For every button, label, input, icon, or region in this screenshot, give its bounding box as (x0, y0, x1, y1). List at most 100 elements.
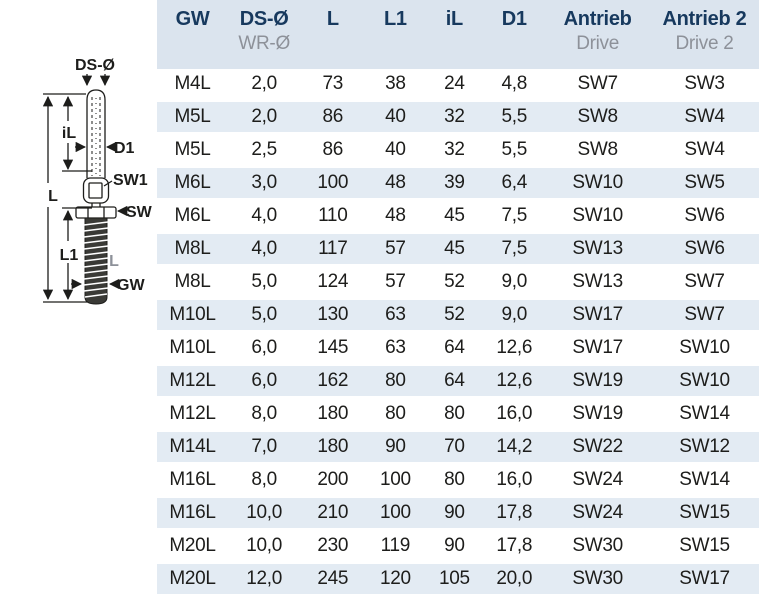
table-cell: 3,0 (228, 166, 301, 201)
table-row: M5L 2,0 86 40 32 5,5 SW8 SW4 (157, 100, 759, 135)
dim-label-l-overall: L (48, 188, 58, 205)
table-cell: 2,0 (228, 69, 301, 102)
table-cell: SW7 (545, 69, 650, 102)
table-cell: SW8 (545, 100, 650, 135)
table-cell: 80 (425, 463, 484, 498)
table-row: M8L 4,0 117 57 45 7,5 SW13 SW6 (157, 232, 759, 267)
swage-stud-diagram: DS-Ø iL D1 SW1 L SW L1 L GW (42, 57, 153, 305)
table-cell: SW14 (649, 463, 759, 498)
table-cell: 63 (365, 298, 426, 333)
table-cell: M5L (157, 100, 229, 135)
table-cell: 10,0 (228, 529, 301, 564)
column-label: L (326, 8, 339, 30)
table-cell: M20L (157, 529, 229, 564)
table-cell: 80 (425, 397, 484, 432)
table-cell: 17,8 (483, 529, 546, 564)
dim-label-sw1: SW1 (113, 172, 148, 189)
table-cell: 17,8 (483, 496, 546, 531)
table-cell: 12,6 (483, 331, 546, 366)
table-cell: SW7 (649, 298, 759, 333)
table-cell: 48 (365, 166, 426, 201)
table-row: M20L 12,0 245 120 105 20,0 SW30 SW17 (157, 562, 759, 597)
table-cell: M14L (157, 430, 229, 465)
table-cell: 7,5 (483, 232, 546, 267)
table-row: M16L 10,0 210 100 90 17,8 SW24 SW15 (157, 496, 759, 531)
table-cell: SW4 (649, 133, 759, 168)
table-row: M20L 10,0 230 119 90 17,8 SW30 SW15 (157, 529, 759, 564)
table-cell: SW4 (649, 100, 759, 135)
wrench-flat-square (88, 182, 103, 199)
table-cell: 20,0 (483, 562, 546, 597)
table-cell: 90 (425, 496, 484, 531)
table-cell: 162 (300, 364, 366, 399)
table-cell: SW6 (649, 199, 759, 234)
table-cell: SW15 (649, 496, 759, 531)
table-cell: SW13 (545, 265, 650, 300)
table-cell: M12L (157, 364, 229, 399)
table-row: M16L 8,0 200 100 80 16,0 SW24 SW14 (157, 463, 759, 498)
table-cell: 32 (425, 133, 484, 168)
table-cell: SW15 (649, 529, 759, 564)
table-row: M6L 4,0 110 48 45 7,5 SW10 SW6 (157, 199, 759, 234)
technical-drawing: DS-Ø iL D1 SW1 L SW L1 L GW (0, 0, 157, 594)
table-cell: 86 (300, 100, 366, 135)
table-cell: 9,0 (483, 265, 546, 300)
table-cell: 64 (425, 331, 484, 366)
table-cell: 57 (365, 265, 426, 300)
column-label: Antrieb (563, 8, 632, 30)
table-row: M10L 6,0 145 63 64 12,6 SW17 SW10 (157, 331, 759, 366)
table-row: M6L 3,0 100 48 39 6,4 SW10 SW5 (157, 166, 759, 201)
table-cell: 6,0 (228, 364, 301, 399)
column-header: L1 (365, 0, 426, 69)
table-cell: SW10 (545, 199, 650, 234)
table-cell: 52 (425, 298, 484, 333)
column-label: GW (175, 8, 210, 30)
table-cell: 180 (300, 397, 366, 432)
table-cell: 6,4 (483, 166, 546, 201)
table-header: GW DS-Ø WR-Ø L L1 iL D1 Antrieb Drive Antrieb 2 Dr… (157, 0, 759, 69)
table-cell: SW30 (545, 562, 650, 597)
table-cell: 105 (425, 562, 484, 597)
table-cell: 124 (300, 265, 366, 300)
table-cell: SW22 (545, 430, 650, 465)
thread-ridges (83, 221, 109, 298)
table-cell: 100 (365, 463, 426, 498)
table-body: M4L 2,0 73 38 24 4,8 SW7 SW3 M5L 2,0 86 40 32 5,5 SW8 S… (157, 69, 759, 597)
table-cell: 5,0 (228, 265, 301, 300)
table-cell: 5,5 (483, 100, 546, 135)
table-cell: 117 (300, 232, 366, 267)
table-cell: 86 (300, 133, 366, 168)
table-cell: 80 (365, 364, 426, 399)
column-header: Antrieb 2 Drive 2 (649, 0, 759, 69)
table-cell: 4,8 (483, 69, 546, 102)
table-cell: 100 (365, 496, 426, 531)
dim-label-l-thread: L (109, 253, 119, 270)
table-cell: M16L (157, 496, 229, 531)
table-cell: 245 (300, 562, 366, 597)
table-cell: 6,0 (228, 331, 301, 366)
table-cell: 90 (425, 529, 484, 564)
table-cell: 70 (425, 430, 484, 465)
dim-label-ds-o: DS-Ø (75, 57, 115, 74)
table-cell: SW19 (545, 364, 650, 399)
table-cell: 16,0 (483, 397, 546, 432)
table-cell: SW5 (649, 166, 759, 201)
table-cell: 80 (365, 397, 426, 432)
table-cell: 52 (425, 265, 484, 300)
sw1-leader (103, 180, 113, 187)
column-header: GW (157, 0, 229, 69)
table-cell: SW7 (649, 265, 759, 300)
table-cell: 57 (365, 232, 426, 267)
column-label: D1 (501, 8, 527, 30)
table-row: M14L 7,0 180 90 70 14,2 SW22 SW12 (157, 430, 759, 465)
table-cell: SW30 (545, 529, 650, 564)
table-row: M10L 5,0 130 63 52 9,0 SW17 SW7 (157, 298, 759, 333)
table-row: M12L 6,0 162 80 64 12,6 SW19 SW10 (157, 364, 759, 399)
table-cell: SW6 (649, 232, 759, 267)
table-cell: 100 (300, 166, 366, 201)
table-cell: SW17 (649, 562, 759, 597)
table-cell: 145 (300, 331, 366, 366)
table-cell: M4L (157, 69, 229, 102)
dim-label-il: iL (62, 125, 76, 142)
